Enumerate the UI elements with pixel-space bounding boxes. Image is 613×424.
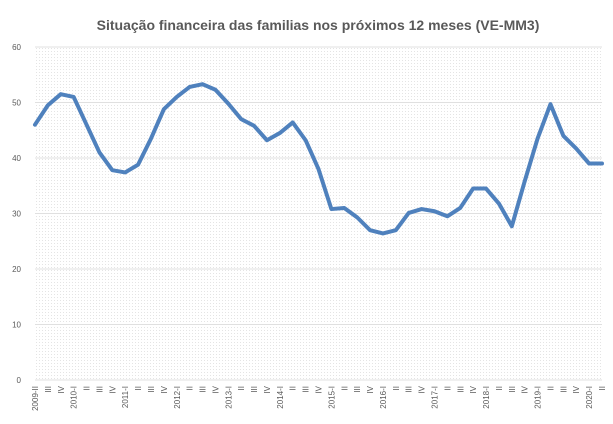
x-tick-label: II (443, 386, 452, 390)
x-tick-label: 2013-I (224, 386, 233, 409)
x-tick-label: II (83, 386, 92, 390)
x-tick-label: II (186, 386, 195, 390)
x-tick-label: 2012-I (173, 386, 182, 409)
x-tick-label: II (392, 386, 401, 390)
x-tick-label: IV (160, 385, 169, 393)
x-tick-label: III (95, 386, 104, 393)
x-tick-label: IV (211, 385, 220, 393)
x-tick-label: 2014-I (276, 386, 285, 409)
x-tick-label: IV (418, 385, 427, 393)
x-tick-label: III (559, 386, 568, 393)
x-tick-label: III (250, 386, 259, 393)
y-tick-label: 30 (12, 210, 21, 219)
x-tick-label: IV (57, 385, 66, 393)
x-tick-label: 2020-I (585, 386, 594, 409)
x-tick-label: II (340, 386, 349, 390)
x-tick-label: II (598, 386, 607, 390)
y-tick-label: 10 (12, 321, 21, 330)
x-tick-label: IV (108, 385, 117, 393)
x-tick-label: III (44, 386, 53, 393)
x-tick-label: 2018-I (482, 386, 491, 409)
x-tick-label: II (495, 386, 504, 390)
x-tick-label: IV (366, 385, 375, 393)
x-tick-label: II (546, 386, 555, 390)
x-tick-label: 2015-I (327, 386, 336, 409)
x-tick-label: III (147, 386, 156, 393)
y-tick-label: 50 (12, 99, 21, 108)
chart-title: Situação financeira das familias nos pró… (97, 17, 540, 33)
x-tick-label: IV (469, 385, 478, 393)
y-tick-label: 20 (12, 265, 21, 274)
x-tick-label: IV (572, 385, 581, 393)
x-tick-label: IV (263, 385, 272, 393)
x-tick-label: III (302, 386, 311, 393)
x-tick-label: IV (315, 385, 324, 393)
y-tick-label: 60 (12, 43, 21, 52)
x-tick-label: II (289, 386, 298, 390)
x-tick-label: III (199, 386, 208, 393)
x-tick-label: IV (521, 385, 530, 393)
x-tick-label: 2010-I (70, 386, 79, 409)
x-tick-label: 2009-II (31, 386, 40, 411)
x-tick-label: 2011-I (121, 386, 130, 408)
x-tick-label: 2017-I (430, 386, 439, 409)
x-tick-label: III (456, 386, 465, 393)
x-tick-label: II (134, 386, 143, 390)
x-tick-label: III (353, 386, 362, 393)
x-tick-label: III (405, 386, 414, 393)
y-tick-label: 40 (12, 154, 21, 163)
data-line (33, 82, 604, 236)
x-tick-label: 2019-I (534, 386, 543, 409)
y-tick-label: 0 (17, 376, 22, 385)
x-tick-label: 2016-I (379, 386, 388, 409)
x-tick-label: II (237, 386, 246, 390)
x-tick-label: III (508, 386, 517, 393)
